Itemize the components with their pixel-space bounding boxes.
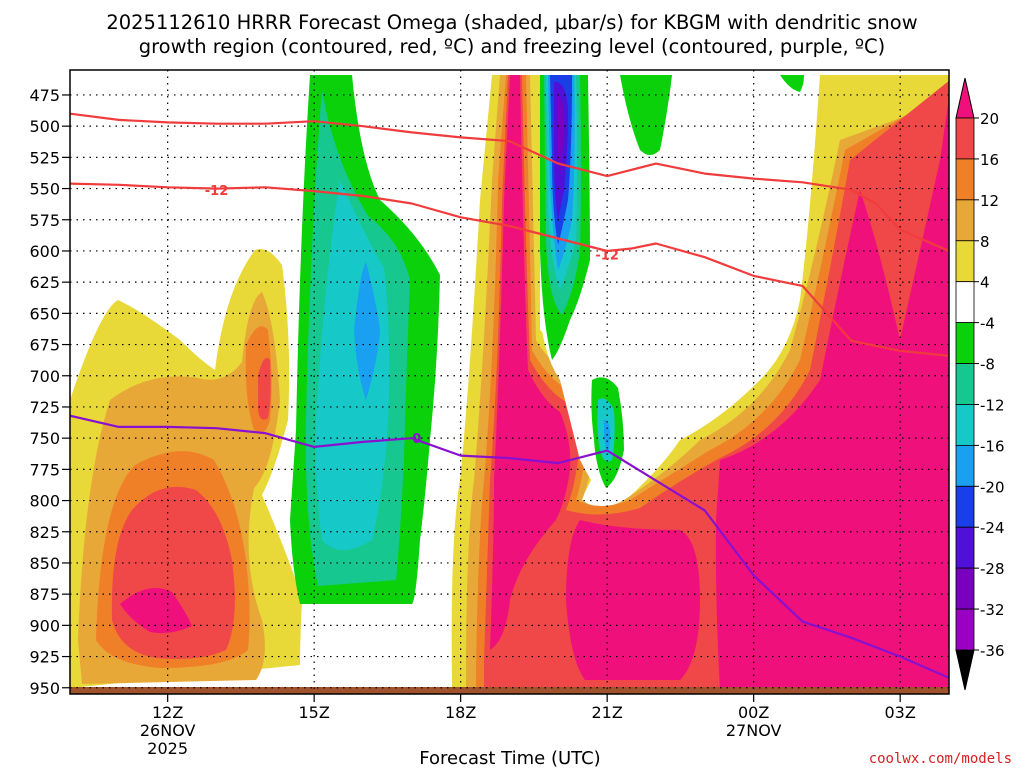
x-tick-year: 2025 bbox=[147, 739, 188, 758]
colorbar-label: -24 bbox=[980, 519, 1005, 537]
omega-shade bbox=[680, 75, 760, 371]
colorbar-label: -36 bbox=[980, 642, 1005, 660]
x-tick-label: 21Z bbox=[592, 703, 623, 722]
colorbar-label: 20 bbox=[980, 110, 999, 128]
colorbar-label: 16 bbox=[980, 151, 999, 169]
x-tick-label: 15Z bbox=[299, 703, 330, 722]
x-axis-label: Forecast Time (UTC) bbox=[419, 748, 600, 768]
colorbar-swatch bbox=[955, 363, 975, 405]
x-tick-label: 03Z bbox=[885, 703, 916, 722]
omega-shade bbox=[557, 95, 564, 175]
freezing-level-label: 0 bbox=[412, 432, 421, 447]
y-tick-label: 500 bbox=[29, 117, 60, 136]
colorbar-swatch bbox=[955, 117, 975, 160]
chart-title-line1: 2025112610 HRRR Forecast Omega (shaded, … bbox=[106, 11, 917, 34]
omega-shade bbox=[604, 419, 610, 452]
plot-frame bbox=[69, 69, 950, 695]
colorbar-swatch bbox=[955, 404, 975, 446]
y-tick-label: 700 bbox=[29, 367, 60, 386]
chart-title-line2: growth region (contoured, red, ºC) and f… bbox=[139, 35, 886, 58]
colorbar-label: 12 bbox=[980, 192, 999, 210]
contour-labels: -12 -12 0 bbox=[205, 184, 619, 447]
omega-shade bbox=[111, 357, 271, 659]
y-tick-label: 575 bbox=[29, 211, 60, 230]
colorbar-swatch bbox=[955, 199, 975, 242]
dgz-lower-line bbox=[70, 182, 949, 357]
colorbar-swatch bbox=[955, 526, 975, 569]
omega-shading bbox=[70, 75, 949, 694]
dgz-upper-line bbox=[70, 112, 949, 253]
y-tick-label: 850 bbox=[29, 554, 60, 573]
omega-shade bbox=[354, 262, 380, 400]
ground-strip bbox=[70, 687, 949, 694]
omega-shade bbox=[315, 180, 390, 550]
y-axis: 475 500 525 550 575 600 625 650 675 700 725 750 775 8… bbox=[29, 86, 70, 698]
colorbar-swatch bbox=[955, 567, 975, 610]
colorbar-swatch bbox=[955, 322, 975, 364]
colorbar-label: -20 bbox=[980, 478, 1005, 496]
y-tick-label: 800 bbox=[29, 492, 60, 511]
y-tick-label: 675 bbox=[29, 336, 60, 355]
omega-shade bbox=[490, 75, 949, 690]
colorbar-top-triangle bbox=[955, 77, 975, 119]
freezing-level-line bbox=[70, 414, 949, 679]
colorbar-label: 8 bbox=[980, 233, 990, 251]
x-tick-label: 18Z bbox=[445, 703, 476, 722]
y-tick-label: 625 bbox=[29, 273, 60, 292]
colorbar-label: 4 bbox=[980, 274, 990, 292]
dgz-lower-label: -12 bbox=[205, 184, 229, 199]
y-tick-label: 725 bbox=[29, 398, 60, 417]
y-tick-label: 875 bbox=[29, 585, 60, 604]
y-tick-label: 650 bbox=[29, 304, 60, 323]
y-tick-label: 550 bbox=[29, 180, 60, 199]
y-tick-label: 775 bbox=[29, 460, 60, 479]
colorbar-label: -4 bbox=[980, 315, 995, 333]
dotted-grid bbox=[70, 70, 949, 694]
y-tick-label: 925 bbox=[29, 648, 60, 667]
y-tick-label: 950 bbox=[29, 679, 60, 698]
dgz-lower-label: -12 bbox=[595, 249, 619, 264]
credit-text: coolwx.com/models bbox=[869, 751, 1012, 767]
colorbar-swatch bbox=[955, 444, 975, 487]
omega-shade bbox=[620, 75, 804, 155]
x-tick-date: 27NOV bbox=[726, 721, 782, 740]
y-tick-label: 600 bbox=[29, 242, 60, 261]
colorbar-bottom-triangle bbox=[955, 649, 975, 691]
contour-lines bbox=[70, 112, 949, 679]
colorbar-swatch bbox=[955, 485, 975, 528]
y-tick-label: 750 bbox=[29, 429, 60, 448]
colorbar-label: -12 bbox=[980, 396, 1005, 414]
colorbar-label: -16 bbox=[980, 437, 1005, 455]
colorbar-swatch bbox=[955, 240, 975, 283]
colorbar-label: -28 bbox=[980, 560, 1005, 578]
y-tick-label: 475 bbox=[29, 86, 60, 105]
y-tick-label: 900 bbox=[29, 616, 60, 635]
colorbar-label: -32 bbox=[980, 601, 1005, 619]
colorbar: 20 16 12 8 4 -4 -8 -12 -16 -20 -24 -28 -32 -36 bbox=[955, 77, 1005, 691]
y-tick-label: 825 bbox=[29, 523, 60, 542]
x-tick-date: 26NOV bbox=[140, 721, 196, 740]
y-tick-label: 525 bbox=[29, 148, 60, 167]
x-tick-label: 00Z bbox=[738, 703, 769, 722]
colorbar-label: -8 bbox=[980, 356, 995, 374]
colorbar-swatch bbox=[955, 608, 975, 651]
omega-shade bbox=[120, 588, 192, 634]
colorbar-swatch bbox=[955, 158, 975, 201]
colorbar-swatch bbox=[955, 281, 975, 324]
x-tick-label: 12Z bbox=[152, 703, 183, 722]
